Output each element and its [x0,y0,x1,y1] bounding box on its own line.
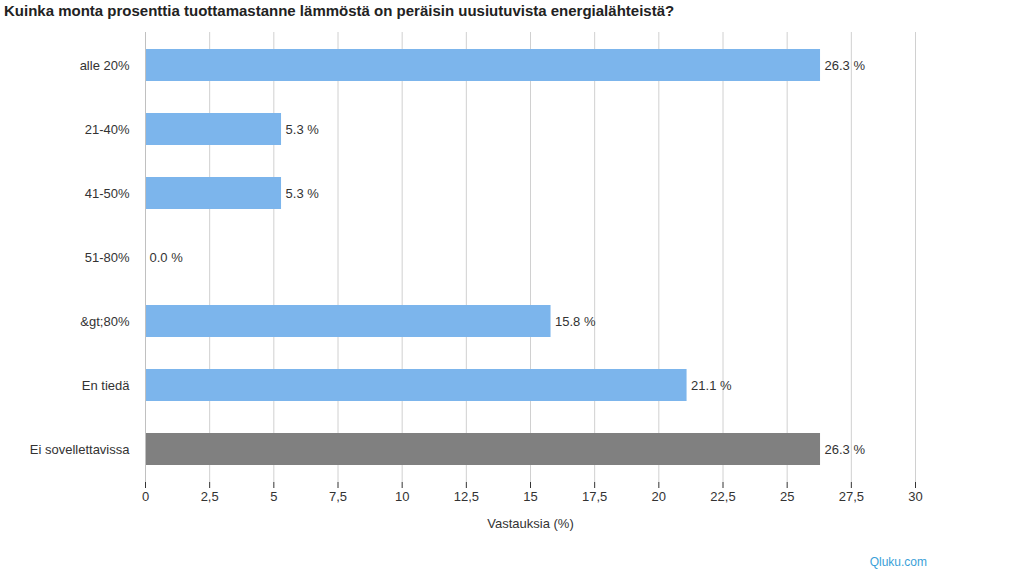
svg-text:30: 30 [908,489,922,504]
svg-text:22,5: 22,5 [710,489,735,504]
svg-text:En tiedä: En tiedä [82,378,130,393]
svg-text:Vastauksia (%): Vastauksia (%) [487,516,573,531]
svg-text:0.0 %: 0.0 % [150,250,184,265]
svg-text:25: 25 [780,489,794,504]
svg-text:20: 20 [652,489,666,504]
svg-text:10: 10 [395,489,409,504]
svg-text:5.3 %: 5.3 % [286,122,320,137]
svg-text:21.1 %: 21.1 % [691,378,732,393]
svg-text:26.3 %: 26.3 % [825,58,866,73]
svg-text:2,5: 2,5 [201,489,219,504]
html-text:Kuinka monta prosenttia tuotta: Kuinka monta prosenttia tuottamastanne l… [4,2,675,19]
svg-text:5.3 %: 5.3 % [286,186,320,201]
svg-text:12,5: 12,5 [454,489,479,504]
svg-text:15.8 %: 15.8 % [555,314,596,329]
svg-text:&gt;80%: &gt;80% [80,314,130,329]
svg-text:Ei sovellettavissa: Ei sovellettavissa [30,442,130,457]
svg-text:17,5: 17,5 [582,489,607,504]
svg-text:15: 15 [523,489,537,504]
svg-text:41-50%: 41-50% [85,186,130,201]
svg-text:0: 0 [142,489,149,504]
html-text:Qluku.com: Qluku.com [869,555,927,569]
svg-text:5: 5 [270,489,277,504]
svg-text:alle 20%: alle 20% [80,58,130,73]
svg-text:51-80%: 51-80% [85,250,130,265]
svg-text:21-40%: 21-40% [85,122,130,137]
svg-text:27,5: 27,5 [839,489,864,504]
svg-text:7,5: 7,5 [329,489,347,504]
svg-text:26.3 %: 26.3 % [825,442,866,457]
